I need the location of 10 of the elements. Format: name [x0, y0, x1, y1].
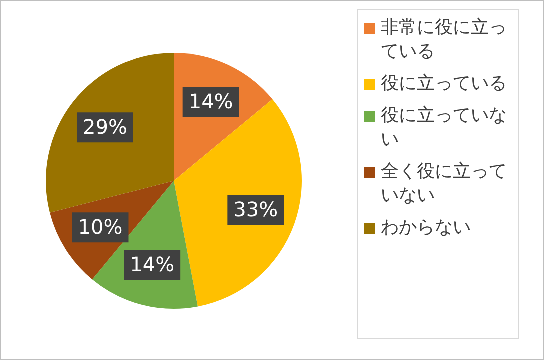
legend-label: わからない: [381, 216, 471, 240]
data-label: 14%: [130, 252, 175, 277]
data-label: 29%: [83, 114, 128, 139]
data-label: 33%: [234, 198, 278, 222]
data-label: 14%: [188, 89, 234, 114]
legend-label: 全く役に立っていない: [381, 160, 508, 208]
legend-label: 役に立っている: [381, 72, 507, 96]
legend-label: 役に立っていない: [381, 104, 508, 152]
data-label: 10%: [78, 214, 123, 239]
legend-label: 非常に役に立っている: [381, 16, 508, 64]
